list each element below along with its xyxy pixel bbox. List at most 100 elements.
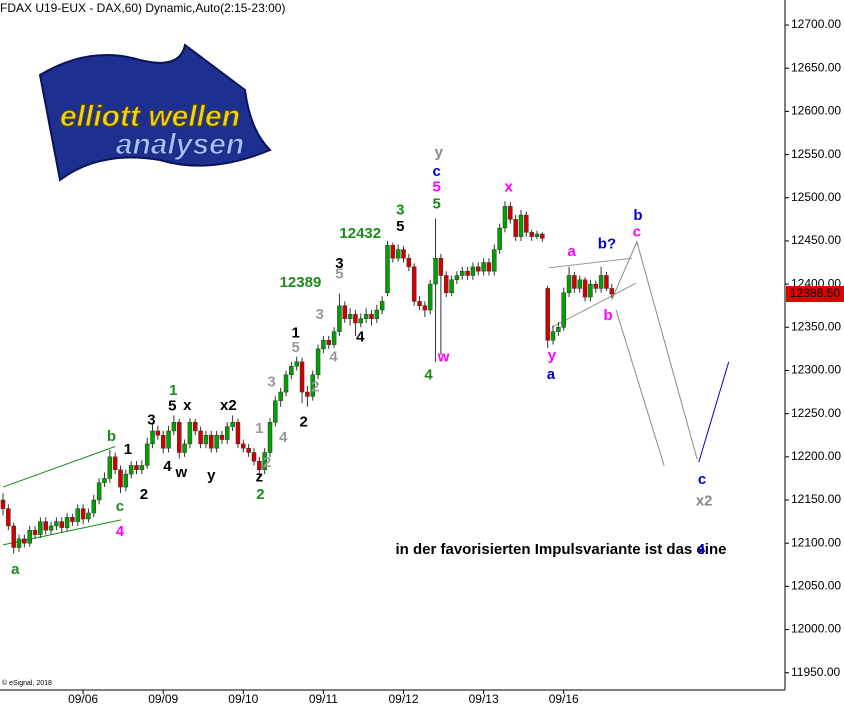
- x-tick-label: 09/13: [469, 692, 499, 706]
- candle-body: [556, 327, 561, 332]
- candle-body: [123, 473, 129, 488]
- wave-label: 5: [335, 266, 343, 283]
- candle-body: [294, 361, 299, 367]
- y-tick-label: 12100.00: [791, 535, 841, 549]
- candle-body: [358, 318, 364, 324]
- candle-body: [561, 292, 566, 328]
- candle-body: [588, 283, 593, 298]
- candle-body: [315, 348, 321, 376]
- chart-title: FDAX U19-EUX - DAX,60) Dynamic,Auto(2:15…: [0, 1, 285, 15]
- candle-body: [550, 331, 556, 341]
- candle-body: [572, 275, 577, 289]
- wave-label: 12432: [339, 225, 381, 242]
- y-tick-label: 11950.00: [791, 665, 840, 679]
- candle-body: [438, 257, 444, 276]
- candle-body: [427, 283, 433, 311]
- wave-label: 12389: [280, 274, 322, 291]
- y-tick-label: 12650.00: [791, 60, 841, 74]
- y-tick-label: 12300.00: [791, 363, 841, 377]
- candle-body: [374, 309, 380, 319]
- x-tick-label: 09/10: [228, 692, 258, 706]
- candle-body: [369, 314, 374, 319]
- candle-body: [390, 245, 396, 259]
- candle-body: [118, 469, 123, 488]
- last-price-label: 12388.50: [790, 286, 840, 300]
- candle-body: [166, 430, 171, 449]
- candle-body: [326, 340, 331, 345]
- candle-body: [198, 430, 203, 445]
- candle-body: [337, 305, 342, 332]
- candle-body: [529, 232, 534, 237]
- wave-label: 5: [432, 178, 440, 195]
- candle-body: [508, 206, 513, 220]
- candle-body: [299, 361, 305, 393]
- wave-label: x2: [220, 397, 237, 414]
- x-tick-label: 09/12: [388, 692, 418, 706]
- wave-label: a: [547, 366, 556, 383]
- candle-body: [139, 465, 145, 471]
- x-tick-label: 09/11: [309, 692, 338, 706]
- wave-label: 4: [329, 348, 338, 365]
- candle-body: [48, 525, 54, 531]
- wave-label: w: [175, 464, 188, 481]
- candle-body: [235, 422, 241, 445]
- candle-body: [486, 262, 492, 272]
- wave-label: b: [603, 307, 612, 324]
- candle-body: [406, 257, 412, 268]
- last-price-box: [786, 286, 844, 303]
- candle-body: [64, 517, 70, 528]
- wave-label: 4: [424, 367, 433, 384]
- y-tick-label: 12050.00: [791, 579, 841, 593]
- wave-label: 2: [256, 486, 264, 503]
- candle-body: [176, 422, 182, 453]
- wave-label: 4: [356, 329, 365, 346]
- candle-body: [182, 443, 187, 453]
- y-tick-label: 12500.00: [791, 190, 841, 204]
- wave-label: c: [633, 223, 641, 240]
- candle-body: [513, 219, 518, 237]
- y-tick-label: 12200.00: [791, 449, 841, 463]
- logo-text: analysen: [116, 128, 244, 161]
- y-tick-label: 12450.00: [791, 233, 841, 247]
- wave-label: 3: [147, 412, 155, 429]
- wave-label: 4: [279, 429, 288, 446]
- wave-label: 3: [267, 374, 275, 391]
- y-tick-label: 12550.00: [791, 147, 841, 161]
- candle-body: [160, 434, 166, 449]
- candle-body: [16, 538, 22, 548]
- wave-label: 2: [299, 413, 307, 430]
- candle-body: [283, 374, 289, 393]
- candle-body: [150, 430, 155, 445]
- candle-body: [331, 331, 337, 345]
- logo: elliott wellen analysen: [38, 43, 272, 182]
- candle-body: [465, 270, 470, 276]
- wave-label: b: [107, 428, 116, 445]
- candle-body: [321, 340, 326, 350]
- candle-body: [203, 434, 209, 445]
- candle-body: [155, 430, 161, 436]
- candle-body: [545, 288, 550, 341]
- candle-body: [112, 456, 118, 471]
- candle-body: [347, 314, 353, 319]
- wave-label: x: [505, 178, 514, 195]
- wave-label: y: [548, 347, 557, 364]
- candle-body: [27, 529, 32, 544]
- wave-label: 5: [291, 339, 299, 356]
- wave-label: 4: [163, 458, 172, 475]
- candle-body: [91, 499, 97, 514]
- candle-body: [171, 422, 177, 432]
- wave-label: 2: [263, 454, 271, 471]
- wave-label: 2: [140, 486, 148, 503]
- candle-body: [305, 391, 310, 397]
- candle-body: [32, 529, 38, 535]
- wave-line: [615, 309, 665, 466]
- wave-label: c: [116, 498, 124, 515]
- wave-label: b: [633, 207, 642, 224]
- candle-body: [593, 283, 599, 289]
- x-tick-label: 09/16: [549, 692, 579, 706]
- candle-body: [385, 245, 390, 294]
- candle-body: [134, 465, 139, 471]
- wave-label: 1: [255, 420, 263, 437]
- candle-body: [353, 314, 358, 324]
